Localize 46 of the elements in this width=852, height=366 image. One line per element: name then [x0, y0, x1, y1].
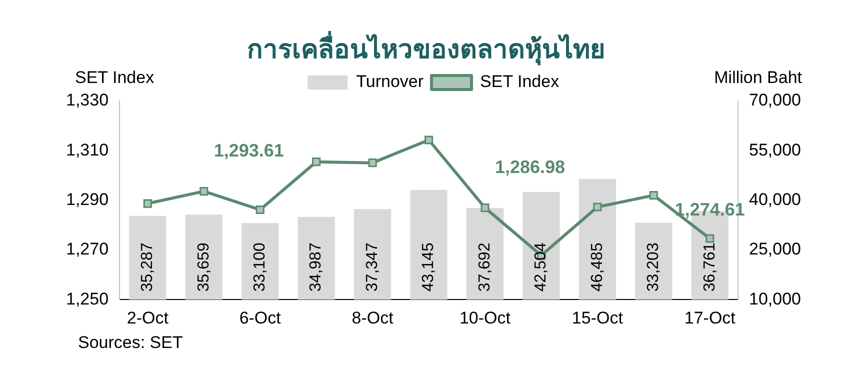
source-note: Sources: SET: [78, 333, 183, 353]
point: [312, 158, 321, 166]
data-label: 42,504: [532, 242, 550, 292]
point: [200, 187, 208, 196]
x-tick-label: 15-Oct: [572, 308, 624, 328]
data-label: 35,659: [195, 242, 212, 292]
data-label: 1,274.61: [674, 199, 745, 220]
legend-label: SET Index: [480, 72, 560, 92]
point: [480, 204, 490, 212]
data-label: 37,347: [364, 242, 381, 292]
data-label: 33,100: [252, 242, 269, 292]
x-tick-label: 17-Oct: [684, 308, 736, 328]
data-label: 35,287: [139, 242, 156, 292]
point: [706, 234, 714, 243]
x-tick-label: 10-Oct: [459, 308, 511, 328]
chart-title: การเคลื่อนไหวของตลาดหุ้นไทย: [246, 30, 606, 68]
x-tick-label: 6-Oct: [239, 308, 282, 328]
y2-tick-label: 55,000: [749, 140, 802, 160]
x-tick-label: 8-Oct: [352, 308, 394, 328]
data-label: 43,145: [420, 242, 438, 292]
data-label: 37,692: [476, 242, 494, 292]
y-tick-label: 1,250: [66, 289, 109, 308]
data-label: 1,293.61: [214, 140, 284, 160]
data-label: 34,987: [308, 242, 325, 292]
data-label: 1,286.98: [494, 156, 566, 177]
y2-tick-label: 10,000: [749, 289, 802, 308]
y2-tick-label: 25,000: [749, 240, 802, 259]
y-tick-label: 1,330: [66, 90, 109, 110]
y-tick-label: 1,290: [66, 190, 109, 209]
point: [143, 199, 152, 208]
point: [424, 136, 434, 144]
x-tick-label: 2-Oct: [126, 308, 169, 328]
point: [593, 202, 602, 212]
data-label: 33,203: [645, 242, 662, 292]
data-label: 36,761: [701, 242, 718, 292]
point: [256, 205, 264, 214]
y-tick-label: 1,270: [66, 240, 109, 259]
legend-label: Turnover: [356, 72, 424, 92]
y2-tick-label: 40,000: [749, 190, 802, 209]
y2-axis-title: Million Baht: [714, 68, 802, 88]
y2-tick-label: 70,000: [749, 90, 802, 110]
point: [368, 158, 377, 168]
point: [649, 191, 658, 200]
y-axis-title: SET Index: [75, 68, 154, 88]
y-tick-label: 1,310: [66, 140, 109, 160]
data-label: 46,485: [588, 242, 606, 292]
